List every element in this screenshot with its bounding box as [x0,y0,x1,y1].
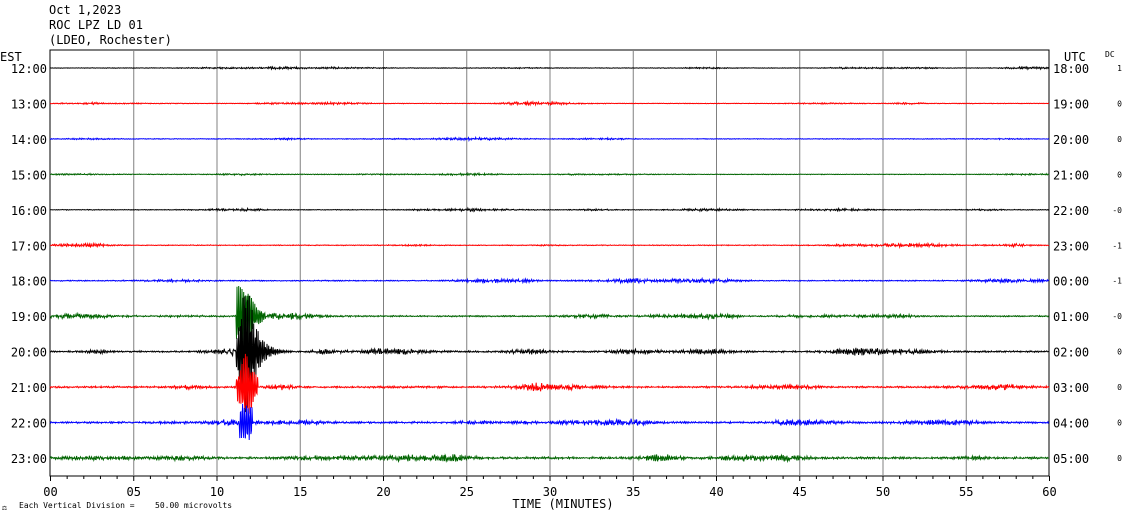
x-tick-label: 45 [793,485,807,499]
x-axis-label: TIME (MINUTES) [512,497,613,511]
est-time-label: 19:00 [11,310,47,324]
utc-time-label: 00:00 [1053,275,1089,289]
utc-time-label: 21:00 [1053,168,1089,182]
utc-time-label: 01:00 [1053,310,1089,324]
utc-time-label: 02:00 [1053,346,1089,360]
scale-value-label: 50.00 microvolts [155,501,233,510]
est-time-label: 21:00 [11,381,47,395]
dc-offset-label: -0 [1112,312,1122,321]
est-time-label: 16:00 [11,204,47,218]
seismogram-trace [49,206,1050,213]
seismogram-trace [49,285,1050,355]
seismogram-trace [49,276,1050,285]
x-tick-label: 00 [43,485,57,499]
dc-offset-label: 0 [1117,348,1122,357]
seismogram-trace [49,99,1050,107]
utc-time-label: 22:00 [1053,204,1089,218]
est-time-label: 22:00 [11,417,47,431]
x-tick-label: 20 [376,485,390,499]
est-time-label: 23:00 [11,452,47,466]
scale-icon: ⚖ [2,503,7,512]
est-time-label: 15:00 [11,168,47,182]
x-tick-label: 15 [293,485,307,499]
dc-offset-label: 0 [1117,383,1122,392]
x-tick-label: 35 [626,485,640,499]
est-time-label: 18:00 [11,275,47,289]
est-time-label: 14:00 [11,133,47,147]
dc-offset-label: 1 [1117,64,1122,73]
dc-offset-label: 0 [1117,454,1122,463]
x-tick-label: 30 [543,485,557,499]
seismogram-trace [49,241,1050,250]
dc-axis-label: DC [1105,50,1115,59]
seismogram-trace [49,403,1050,441]
utc-time-label: 20:00 [1053,133,1089,147]
utc-axis-label: UTC [1064,50,1086,64]
x-tick-label: 25 [460,485,474,499]
est-time-label: 17:00 [11,239,47,253]
seismogram-trace [49,135,1050,143]
dc-offset-label: 0 [1117,135,1122,144]
dc-offset-label: -1 [1112,241,1122,250]
date-label: Oct 1,2023 [49,3,122,17]
est-axis-label: EST [0,50,22,64]
utc-time-label: 04:00 [1053,417,1089,431]
scale-prefix-label: Each Vertical Division = [19,501,135,510]
dc-offset-label: 0 [1117,99,1122,108]
utc-time-label: 03:00 [1053,381,1089,395]
est-time-label: 12:00 [11,62,47,76]
seismogram-trace [49,453,1050,464]
est-time-label: 20:00 [11,346,47,360]
network-label: (LDEO, Rochester) [49,33,172,47]
utc-time-label: 19:00 [1053,97,1089,111]
station-label: ROC LPZ LD 01 [49,18,143,32]
seismogram-trace [49,171,1050,177]
seismogram-trace [50,65,1050,71]
dc-offset-label: 0 [1117,419,1122,428]
utc-time-label: 18:00 [1053,62,1089,76]
seismogram-trace [49,353,1050,421]
dc-offset-label: 0 [1117,170,1122,179]
x-tick-label: 55 [959,485,973,499]
utc-time-label: 23:00 [1053,239,1089,253]
est-time-label: 13:00 [11,97,47,111]
dc-offset-label: -1 [1112,277,1122,286]
utc-time-label: 05:00 [1053,452,1089,466]
x-tick-label: 50 [876,485,890,499]
x-tick-label: 10 [210,485,224,499]
x-tick-label: 05 [127,485,141,499]
seismogram-trace [49,295,1050,413]
x-tick-label: 40 [709,485,723,499]
dc-offset-label: -0 [1112,206,1122,215]
x-tick-label: 60 [1042,485,1056,499]
